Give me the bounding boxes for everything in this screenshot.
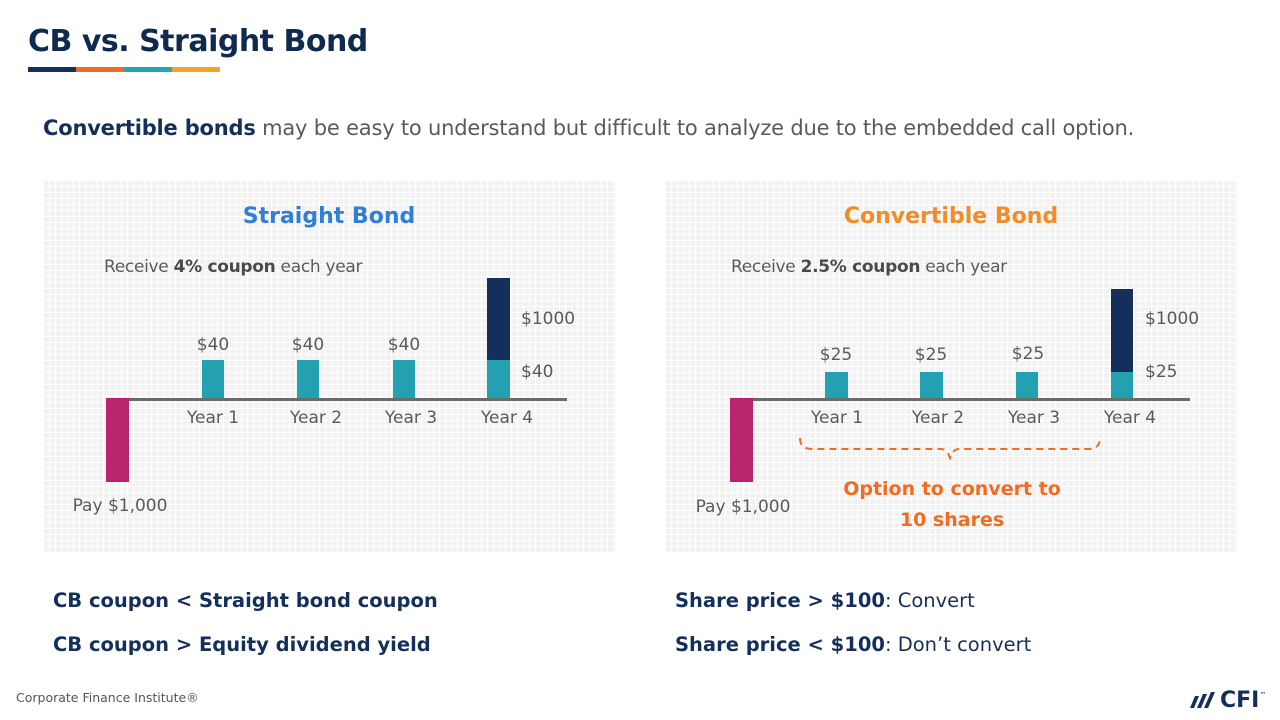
convertible-principal-label: $1000 (1145, 309, 1200, 329)
straight-year-1: Year 1 (186, 408, 240, 428)
convertible-coupon-bar-3 (1016, 372, 1038, 398)
subtitle-rest: may be easy to understand but difficult … (255, 116, 1135, 140)
convertible-final-coupon-label: $25 (1145, 362, 1178, 382)
rule-cb-vs-straight: CB coupon < Straight bond coupon (53, 589, 438, 612)
cfi-logo-tm: ™ (1259, 690, 1267, 699)
convertible-year-4: Year 4 (1103, 408, 1157, 428)
convertible-bond-title: Convertible Bond (843, 204, 1059, 229)
subtitle-bold: Convertible bonds (43, 116, 256, 140)
straight-coupon-note: Receive 4% coupon each year (104, 257, 362, 277)
cfi-logo: CFI ™ (1190, 688, 1266, 713)
straight-note-post: each year (275, 257, 363, 277)
subtitle: Convertible bonds may be easy to underst… (43, 116, 1134, 140)
convertible-year-1: Year 1 (810, 408, 864, 428)
straight-pay-label: Pay $1,000 (72, 496, 168, 516)
straight-coupon-bar-4 (487, 360, 510, 398)
straight-principal-label: $1000 (521, 309, 576, 329)
straight-year-3: Year 3 (384, 408, 438, 428)
rule-convert-bold: Share price > $100 (675, 589, 885, 612)
straight-coupon-label-1: $40 (196, 335, 230, 355)
rule-dont-convert: Share price < $100: Don’t convert (675, 633, 1031, 656)
straight-coupon-label-3: $40 (387, 335, 421, 355)
convertible-coupon-bar-2 (920, 372, 943, 398)
option-line-1: Option to convert to (843, 478, 1061, 500)
convertible-bond-panel: Convertible Bond Receive 2.5% coupon eac… (665, 180, 1237, 552)
straight-coupon-label-2: $40 (291, 335, 325, 355)
rule-dont-convert-rest: : Don’t convert (884, 633, 1032, 656)
convertible-coupon-bar-1 (825, 372, 848, 398)
straight-note-pre: Receive (104, 257, 174, 277)
cfi-logo-text: CFI (1220, 688, 1260, 713)
convertible-year-2: Year 2 (911, 408, 965, 428)
convertible-note-bold: 2.5% coupon (800, 257, 921, 277)
convertible-coupon-label-2: $25 (914, 345, 948, 365)
convertible-note-pre: Receive (731, 257, 801, 277)
straight-timeline-axis (107, 398, 567, 401)
rule-cb-vs-equity: CB coupon > Equity dividend yield (53, 633, 431, 656)
option-to-convert-text: Option to convert to 10 shares (822, 474, 1082, 536)
straight-pay-bar (106, 398, 129, 482)
footer-text: Corporate Finance Institute® (16, 690, 199, 705)
straight-coupon-bar-2 (297, 360, 319, 398)
straight-year-4: Year 4 (480, 408, 534, 428)
straight-bond-title: Straight Bond (242, 204, 416, 229)
title-underline (28, 67, 220, 72)
rule-convert: Share price > $100: Convert (675, 589, 975, 612)
option-brace (799, 437, 1101, 460)
convertible-coupon-label-1: $25 (819, 345, 853, 365)
convertible-note-post: each year (920, 257, 1007, 277)
straight-final-coupon-label: $40 (521, 362, 554, 382)
convertible-coupon-label-3: $25 (1011, 344, 1045, 364)
page-title: CB vs. Straight Bond (28, 24, 368, 59)
straight-principal-bar (487, 278, 510, 360)
convertible-year-3: Year 3 (1007, 408, 1061, 428)
straight-year-2: Year 2 (289, 408, 343, 428)
straight-note-bold: 4% coupon (173, 257, 276, 277)
rule-convert-rest: : Convert (884, 589, 975, 612)
convertible-timeline-axis (730, 398, 1190, 401)
option-line-2: 10 shares (899, 509, 1005, 531)
cfi-logo-icon (1190, 691, 1215, 708)
convertible-coupon-bar-4 (1111, 372, 1133, 398)
convertible-principal-bar (1111, 289, 1133, 372)
straight-coupon-bar-3 (393, 360, 415, 398)
straight-coupon-bar-1 (202, 360, 224, 398)
straight-bond-panel: Straight Bond Receive 4% coupon each yea… (43, 180, 615, 552)
convertible-pay-label: Pay $1,000 (695, 497, 791, 517)
convertible-coupon-note: Receive 2.5% coupon each year (731, 257, 1007, 277)
convertible-pay-bar (730, 398, 753, 482)
rule-dont-convert-bold: Share price < $100 (675, 633, 885, 656)
